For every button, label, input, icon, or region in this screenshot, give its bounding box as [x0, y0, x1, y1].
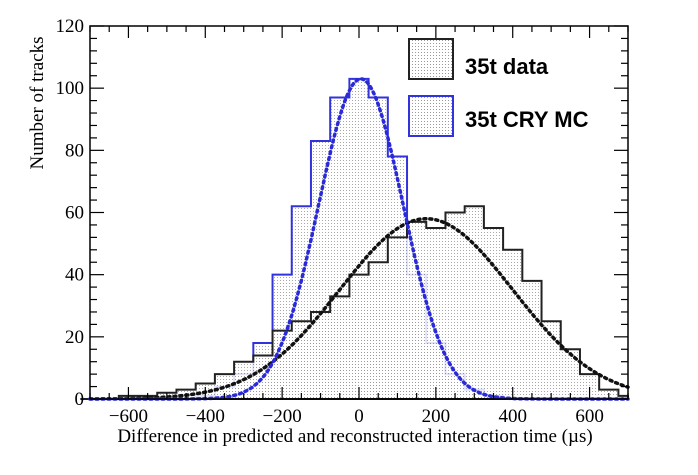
- x-tick-label: −400: [186, 406, 225, 427]
- y-tick-label: 80: [65, 140, 84, 161]
- legend-swatch-data: [408, 38, 454, 80]
- legend-swatch-mc: [408, 95, 454, 137]
- x-tick-label: −600: [109, 406, 148, 427]
- x-tick-label: 200: [422, 406, 451, 427]
- legend: 35t data 35t CRY MC: [408, 38, 589, 137]
- x-tick-label: −200: [263, 406, 302, 427]
- x-tick-label: 400: [498, 406, 527, 427]
- x-tick-label: 600: [575, 406, 604, 427]
- fit-curve-data: [88, 216, 630, 401]
- y-tick-label: 60: [65, 203, 84, 224]
- y-tick-label: 100: [56, 78, 85, 99]
- x-tick-label: 0: [354, 406, 364, 427]
- x-axis-title: Difference in predicted and reconstructe…: [117, 426, 592, 447]
- y-axis-title: Number of tracks: [27, 37, 48, 170]
- axes: −600 −400 −200 0 200 400 600 0 20 40 60 80 100 120: [56, 16, 629, 427]
- y-tick-label: 40: [65, 265, 84, 286]
- histogram-data: [80, 205, 629, 400]
- y-tick-label: 120: [56, 16, 85, 37]
- y-tick-label: 20: [65, 327, 84, 348]
- legend-label-mc: 35t CRY MC: [465, 107, 589, 132]
- y-tick-label: 0: [75, 389, 85, 410]
- legend-label-data: 35t data: [465, 54, 549, 79]
